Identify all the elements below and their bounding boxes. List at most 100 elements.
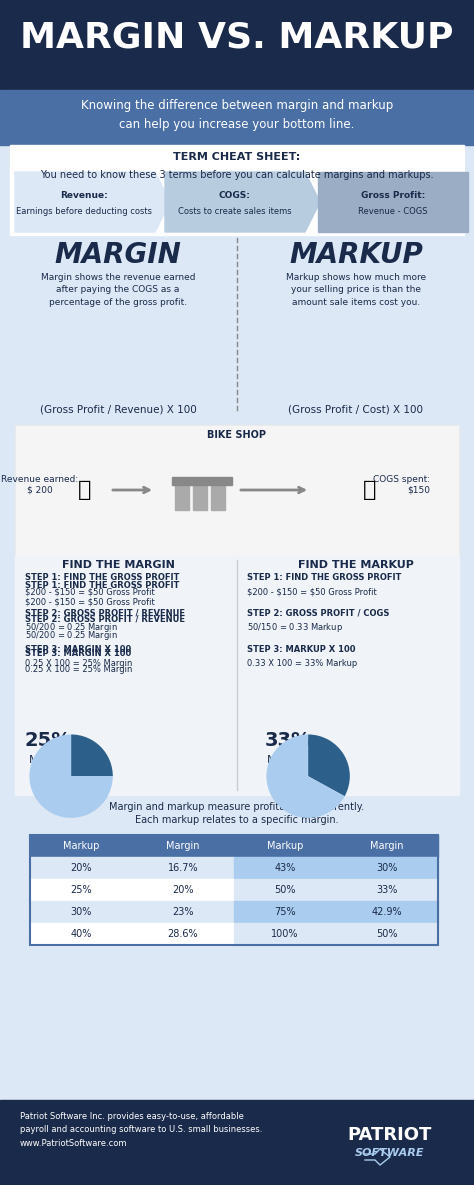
Bar [30, 901, 132, 923]
Text: 33%: 33% [265, 730, 311, 749]
Wedge shape [308, 735, 350, 796]
Bar [172, 478, 232, 485]
Bar [10, 145, 464, 235]
Text: Margin: Margin [29, 755, 67, 766]
Bar [132, 857, 234, 879]
Bar [30, 835, 132, 857]
Bar [234, 901, 336, 923]
Text: FIND THE MARGIN: FIND THE MARGIN [62, 561, 174, 570]
Text: STEP 1: FIND THE GROSS PROFIT: STEP 1: FIND THE GROSS PROFIT [25, 572, 179, 582]
Text: Markup shows how much more
your selling price is than the
amount sale items cost: Markup shows how much more your selling … [286, 273, 426, 307]
Text: STEP 1: FIND THE GROSS PROFIT: STEP 1: FIND THE GROSS PROFIT [247, 572, 401, 582]
Text: Knowing the difference between margin and markup
can help you increase your bott: Knowing the difference between margin an… [81, 100, 393, 132]
Text: 43%: 43% [274, 863, 296, 873]
Bar [16, 425, 458, 555]
Text: 20%: 20% [172, 885, 194, 895]
Text: Each markup relates to a specific margin.: Each markup relates to a specific margin… [135, 815, 339, 825]
Bar [15, 555, 459, 795]
Wedge shape [29, 735, 113, 818]
Text: Revenue - COGS: Revenue - COGS [358, 206, 428, 216]
Wedge shape [71, 735, 113, 776]
Text: Margin: Margin [166, 841, 200, 851]
Text: $200 - $150 = $50 Gross Profit: $200 - $150 = $50 Gross Profit [25, 588, 155, 596]
Text: Margin: Margin [370, 841, 404, 851]
Polygon shape [15, 172, 170, 232]
Bar [15, 425, 459, 555]
Text: 75%: 75% [274, 907, 296, 917]
Polygon shape [318, 172, 468, 232]
Wedge shape [266, 735, 345, 818]
Text: Margin shows the revenue earned
after paying the COGS as a
percentage of the gro: Margin shows the revenue earned after pa… [41, 273, 195, 307]
Text: Revenue earned:
$ 200: Revenue earned: $ 200 [1, 475, 79, 494]
Bar [193, 485, 207, 510]
Text: Revenue:: Revenue: [61, 192, 109, 200]
Text: Earnings before deducting costs: Earnings before deducting costs [17, 206, 153, 216]
Text: 100%: 100% [271, 929, 299, 939]
Text: 23%: 23% [172, 907, 194, 917]
Text: Markup: Markup [267, 755, 309, 766]
Text: Costs to create sales items: Costs to create sales items [178, 206, 292, 216]
Bar [0, 1100, 474, 1185]
Text: STEP 2: GROSS PROFIT / REVENUE: STEP 2: GROSS PROFIT / REVENUE [25, 609, 185, 617]
Text: You need to know these 3 terms before you can calculate margins and markups.: You need to know these 3 terms before yo… [40, 169, 434, 180]
Text: 0.25 X 100 = 25% Margin: 0.25 X 100 = 25% Margin [25, 660, 132, 668]
Text: 16.7%: 16.7% [168, 863, 198, 873]
Text: $200 - $150 = $50 Gross Profit: $200 - $150 = $50 Gross Profit [25, 597, 155, 607]
Text: $50 /$150 = 0.33 Markup: $50 /$150 = 0.33 Markup [247, 621, 343, 634]
Text: STEP 3: MARGIN X 100: STEP 3: MARGIN X 100 [25, 645, 131, 653]
Text: $50 /$200 = 0.25 Margin: $50 /$200 = 0.25 Margin [25, 621, 118, 634]
Text: MARKUP: MARKUP [289, 241, 423, 269]
Text: STEP 1: FIND THE GROSS PROFIT: STEP 1: FIND THE GROSS PROFIT [25, 581, 179, 589]
Text: (Gross Profit / Cost) X 100: (Gross Profit / Cost) X 100 [289, 405, 423, 415]
Text: 25%: 25% [70, 885, 92, 895]
Text: 28.6%: 28.6% [168, 929, 198, 939]
Bar [132, 901, 234, 923]
Text: 33%: 33% [376, 885, 398, 895]
Bar [336, 857, 438, 879]
Bar [0, 795, 474, 935]
Text: BIKE SHOP: BIKE SHOP [208, 430, 266, 440]
Text: SOFTWARE: SOFTWARE [355, 1148, 425, 1158]
Bar [30, 857, 132, 879]
Text: 25%: 25% [25, 730, 72, 749]
Text: 0.33 X 100 = 33% Markup: 0.33 X 100 = 33% Markup [247, 660, 357, 668]
Bar [30, 835, 438, 944]
Text: 40%: 40% [70, 929, 91, 939]
Bar [132, 923, 234, 944]
Bar [0, 0, 474, 90]
Text: 30%: 30% [376, 863, 398, 873]
Text: $200 - $150 = $50 Gross Profit: $200 - $150 = $50 Gross Profit [247, 588, 377, 596]
Bar [0, 90, 474, 145]
Text: STEP 3: MARKUP X 100: STEP 3: MARKUP X 100 [247, 645, 356, 653]
Bar [211, 485, 225, 510]
Text: STEP 2: GROSS PROFIT / COGS: STEP 2: GROSS PROFIT / COGS [247, 609, 389, 617]
Text: COGS spent:
$150: COGS spent: $150 [373, 475, 430, 494]
Text: 42.9%: 42.9% [372, 907, 402, 917]
Bar [30, 923, 132, 944]
Text: 50%: 50% [274, 885, 296, 895]
Bar [132, 835, 234, 857]
Bar [234, 835, 336, 857]
Text: Margin and markup measure profitability differently.: Margin and markup measure profitability … [109, 802, 365, 812]
Text: TERM CHEAT SHEET:: TERM CHEAT SHEET: [173, 152, 301, 162]
Bar [336, 901, 438, 923]
Text: 30%: 30% [70, 907, 91, 917]
Polygon shape [165, 172, 320, 232]
Bar [234, 857, 336, 879]
Text: COGS:: COGS: [219, 192, 250, 200]
Bar [0, 235, 474, 425]
Text: (Gross Profit / Revenue) X 100: (Gross Profit / Revenue) X 100 [40, 405, 196, 415]
Bar [336, 923, 438, 944]
Text: $50 /$200 = 0.25 Margin: $50 /$200 = 0.25 Margin [25, 629, 118, 642]
Bar [30, 879, 132, 901]
Text: STEP 3: MARGIN X 100: STEP 3: MARGIN X 100 [25, 648, 131, 658]
Text: FIND THE MARKUP: FIND THE MARKUP [298, 561, 414, 570]
Text: Patriot Software Inc. provides easy-to-use, affordable
payroll and accounting so: Patriot Software Inc. provides easy-to-u… [20, 1113, 263, 1148]
Text: Markup: Markup [63, 841, 99, 851]
Text: 🚲: 🚲 [78, 480, 91, 500]
Bar [336, 879, 438, 901]
Text: 🚲: 🚲 [363, 480, 377, 500]
Text: 0.25 X 100 = 25% Margin: 0.25 X 100 = 25% Margin [25, 666, 132, 674]
Bar [132, 879, 234, 901]
Text: 20%: 20% [70, 863, 92, 873]
